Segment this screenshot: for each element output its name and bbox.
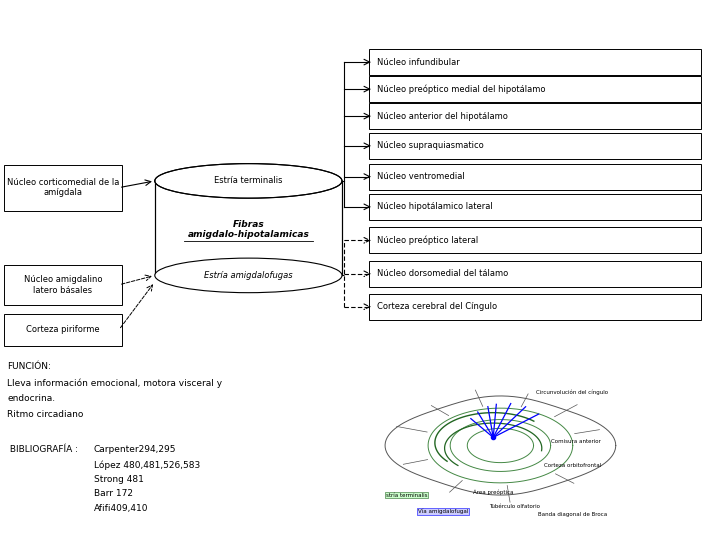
FancyBboxPatch shape: [369, 294, 701, 320]
FancyBboxPatch shape: [369, 103, 701, 129]
Text: Carpenter294,295: Carpenter294,295: [94, 446, 176, 455]
Text: Strong 481: Strong 481: [94, 475, 143, 484]
FancyBboxPatch shape: [369, 227, 701, 253]
FancyBboxPatch shape: [369, 49, 701, 75]
Text: Núcleo anterior del hipotálamo: Núcleo anterior del hipotálamo: [377, 112, 508, 120]
Text: Corteza orbitofrontal: Corteza orbitofrontal: [544, 463, 601, 468]
Text: Estría amigdalofugas: Estría amigdalofugas: [204, 271, 293, 280]
Text: Comisura anterior: Comisura anterior: [551, 439, 600, 444]
Ellipse shape: [155, 258, 342, 293]
Text: Ritmo circadiano: Ritmo circadiano: [7, 410, 84, 420]
FancyBboxPatch shape: [369, 76, 701, 102]
Text: Núcleo corticomedial de la
amígdala: Núcleo corticomedial de la amígdala: [6, 178, 120, 197]
Text: Afifi409,410: Afifi409,410: [94, 504, 148, 513]
Text: Circunvolución del cíngulo: Circunvolución del cíngulo: [536, 390, 608, 395]
FancyBboxPatch shape: [4, 314, 122, 346]
Text: Barr 172: Barr 172: [94, 489, 132, 498]
Text: Núcleo preóptico medial del hipotálamo: Núcleo preóptico medial del hipotálamo: [377, 84, 545, 94]
Text: BIBLIOGRAFÍA :: BIBLIOGRAFÍA :: [7, 446, 78, 455]
FancyBboxPatch shape: [369, 164, 701, 190]
FancyBboxPatch shape: [369, 261, 701, 287]
Text: Corteza cerebral del Cíngulo: Corteza cerebral del Cíngulo: [377, 302, 497, 311]
Text: Núcleo hipotálamico lateral: Núcleo hipotálamico lateral: [377, 202, 492, 211]
Text: Núcleo ventromedial: Núcleo ventromedial: [377, 172, 464, 181]
Text: stría terminalis: stría terminalis: [386, 493, 428, 498]
Text: Corteza piriforme: Corteza piriforme: [26, 326, 100, 334]
Text: Banda diagonal de Broca: Banda diagonal de Broca: [538, 512, 607, 517]
Text: Núcleo dorsomedial del tálamo: Núcleo dorsomedial del tálamo: [377, 269, 508, 278]
Text: Núcleo infundibular: Núcleo infundibular: [377, 58, 459, 66]
Ellipse shape: [155, 164, 342, 198]
Text: endocrina.: endocrina.: [7, 394, 55, 403]
FancyBboxPatch shape: [369, 194, 701, 220]
FancyBboxPatch shape: [155, 181, 342, 275]
Text: López 480,481,526,583: López 480,481,526,583: [94, 460, 200, 470]
FancyBboxPatch shape: [4, 265, 122, 305]
Text: Vía amigdalofugal: Vía amigdalofugal: [418, 509, 468, 514]
Text: Tubérculo olfatorio: Tubérculo olfatorio: [490, 504, 540, 509]
Text: FUNCIÓN:: FUNCIÓN:: [7, 362, 51, 371]
Text: Núcleo supraquiasmatico: Núcleo supraquiasmatico: [377, 141, 483, 150]
Text: Núcleo preóptico lateral: Núcleo preóptico lateral: [377, 235, 478, 245]
Text: Núcleo amigdalino
latero básales: Núcleo amigdalino latero básales: [24, 275, 102, 294]
Text: Área preóptica: Área preóptica: [473, 489, 513, 495]
FancyBboxPatch shape: [4, 165, 122, 211]
Text: Estría terminalis: Estría terminalis: [214, 177, 283, 185]
Text: Lleva información emocional, motora visceral y: Lleva información emocional, motora visc…: [7, 378, 222, 388]
Text: Fibras
amigdalo-hipotalamicas: Fibras amigdalo-hipotalamicas: [187, 220, 310, 239]
FancyBboxPatch shape: [369, 133, 701, 159]
